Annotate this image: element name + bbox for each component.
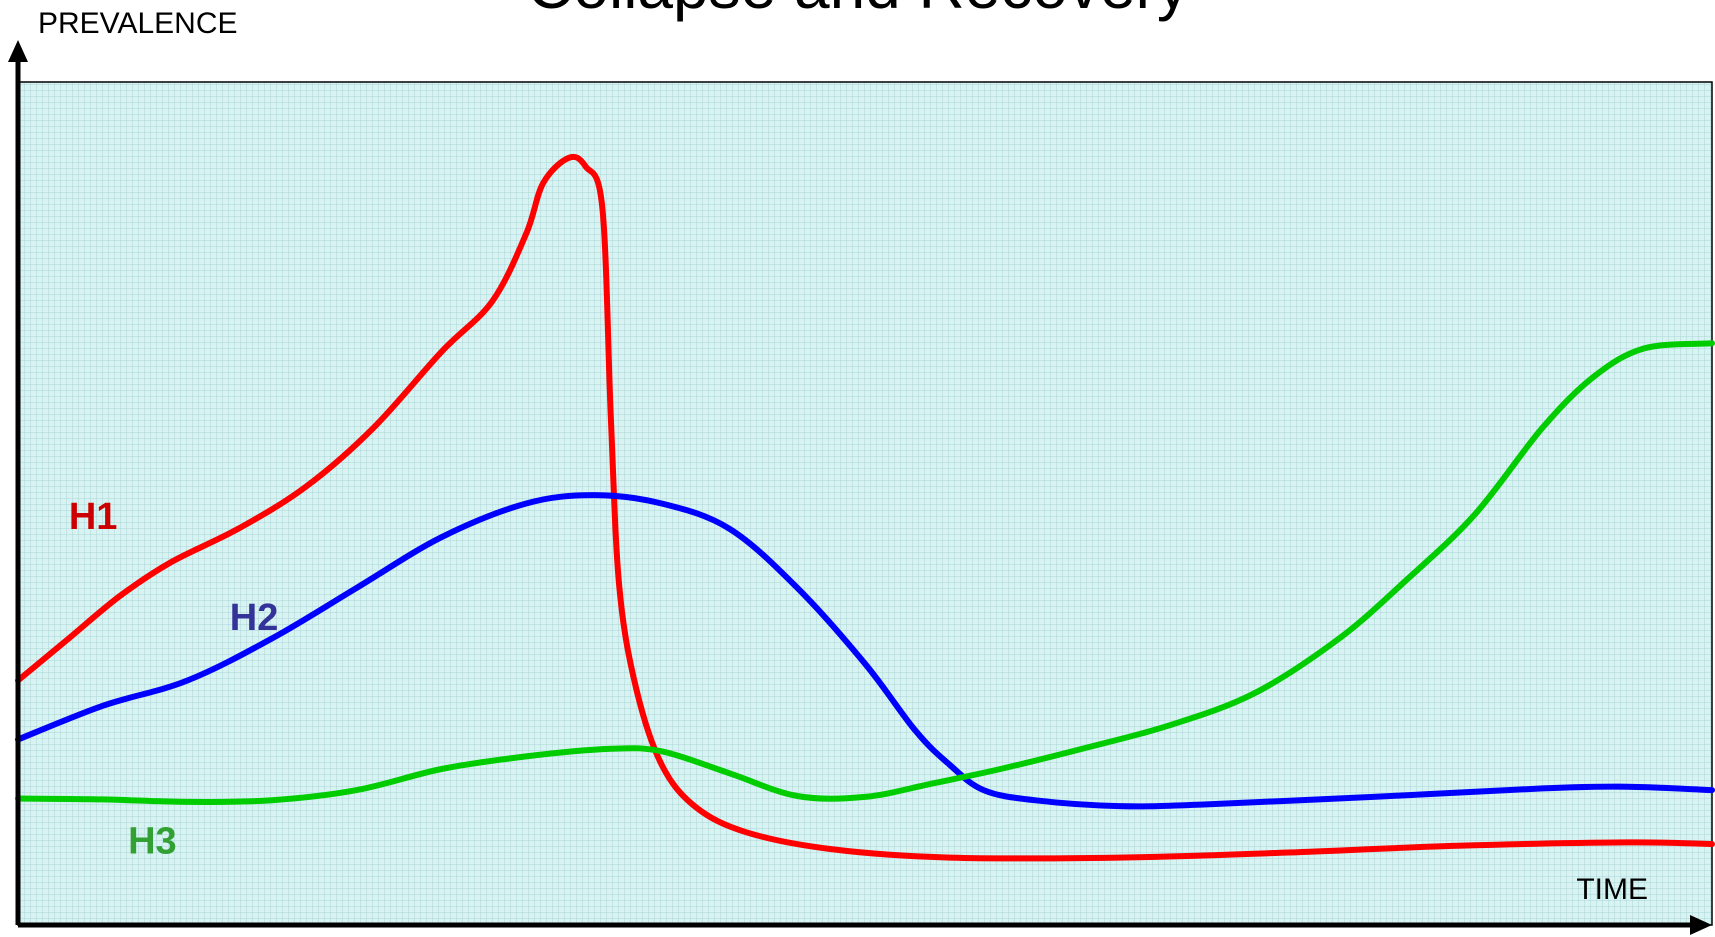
plot-area xyxy=(17,81,1713,926)
chart-title: Collapse and Recovery xyxy=(527,0,1189,22)
series-line-h3 xyxy=(15,340,1715,805)
x-axis-arrow-icon xyxy=(1690,915,1712,935)
series-label-h1: H1 xyxy=(69,496,118,538)
series-labels: H1 H2 H3 xyxy=(69,496,279,863)
y-axis-arrow-icon xyxy=(8,40,28,62)
series-line-h1 xyxy=(15,153,1715,862)
x-axis-label: TIME xyxy=(1576,873,1648,906)
y-axis-label: PREVALENCE xyxy=(38,7,238,40)
series-label-h2: H2 xyxy=(230,597,279,639)
series-layer xyxy=(15,153,1715,862)
series-line-h2 xyxy=(15,492,1715,810)
series-label-h3: H3 xyxy=(128,820,177,862)
